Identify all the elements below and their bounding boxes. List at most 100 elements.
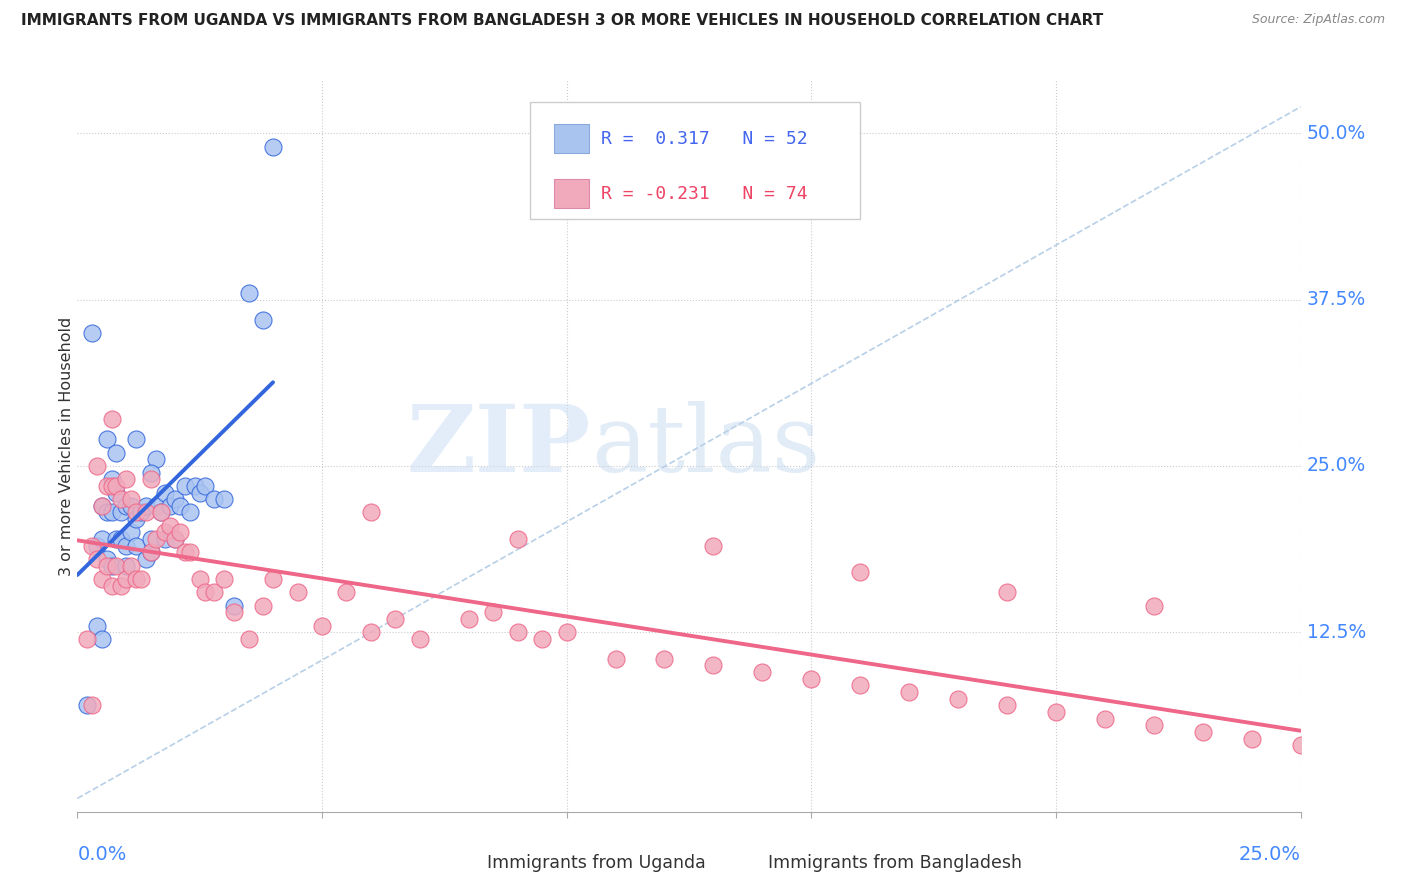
Point xyxy=(96,558,118,573)
Point xyxy=(155,525,177,540)
Text: 0.0%: 0.0% xyxy=(77,845,127,863)
Point xyxy=(482,605,505,619)
Point xyxy=(105,558,128,573)
Point xyxy=(120,558,142,573)
Point xyxy=(76,632,98,646)
Point xyxy=(96,552,118,566)
Point xyxy=(115,499,138,513)
Point xyxy=(1240,731,1263,746)
Point xyxy=(86,552,108,566)
Point xyxy=(129,506,152,520)
Point xyxy=(995,698,1018,713)
FancyBboxPatch shape xyxy=(530,103,860,219)
Point xyxy=(115,572,138,586)
Point xyxy=(120,525,142,540)
Text: 25.0%: 25.0% xyxy=(1306,457,1365,475)
Point xyxy=(139,466,162,480)
Point xyxy=(262,572,284,586)
Text: 25.0%: 25.0% xyxy=(1239,845,1301,863)
Point xyxy=(80,539,103,553)
Point xyxy=(238,286,260,301)
Point xyxy=(125,512,148,526)
Point xyxy=(193,585,215,599)
Point xyxy=(179,506,201,520)
Point xyxy=(849,566,872,580)
Point xyxy=(202,585,225,599)
Bar xyxy=(554,124,589,153)
Point xyxy=(149,506,172,520)
Point xyxy=(115,558,138,573)
Point xyxy=(1289,738,1312,752)
Point xyxy=(222,599,245,613)
Point xyxy=(86,458,108,473)
Point xyxy=(135,499,157,513)
Point xyxy=(80,698,103,713)
Point xyxy=(702,539,724,553)
Point xyxy=(506,625,529,640)
Point xyxy=(654,652,676,666)
Point xyxy=(202,492,225,507)
Point xyxy=(311,618,333,632)
Point xyxy=(169,499,191,513)
Point xyxy=(96,506,118,520)
Point xyxy=(457,612,479,626)
Point xyxy=(262,140,284,154)
Point xyxy=(1143,718,1166,732)
Point xyxy=(800,672,823,686)
Point xyxy=(115,472,138,486)
Point xyxy=(179,545,201,559)
Point xyxy=(174,479,197,493)
Point xyxy=(360,625,382,640)
Point xyxy=(120,492,142,507)
Point xyxy=(188,572,211,586)
Point xyxy=(702,658,724,673)
Point xyxy=(212,492,235,507)
Point xyxy=(100,479,122,493)
Point xyxy=(145,532,167,546)
Point xyxy=(360,506,382,520)
Point xyxy=(129,572,152,586)
Point xyxy=(96,479,118,493)
Point xyxy=(90,572,112,586)
Point xyxy=(335,585,357,599)
Point xyxy=(165,532,187,546)
Point xyxy=(1191,725,1213,739)
Point xyxy=(135,552,157,566)
Point xyxy=(90,499,112,513)
Point xyxy=(506,532,529,546)
Text: 37.5%: 37.5% xyxy=(1306,290,1365,310)
Point xyxy=(1143,599,1166,613)
Text: R = -0.231   N = 74: R = -0.231 N = 74 xyxy=(600,185,807,202)
Text: Immigrants from Bangladesh: Immigrants from Bangladesh xyxy=(769,854,1022,871)
Point xyxy=(145,452,167,467)
Point xyxy=(188,485,211,500)
Text: 50.0%: 50.0% xyxy=(1306,124,1365,143)
Point xyxy=(125,572,148,586)
Point xyxy=(139,532,162,546)
Point xyxy=(287,585,309,599)
Point xyxy=(252,312,274,326)
Point xyxy=(605,652,627,666)
Point xyxy=(90,532,112,546)
Point xyxy=(100,472,122,486)
Point xyxy=(105,479,128,493)
Point xyxy=(193,479,215,493)
Point xyxy=(1045,705,1067,719)
Text: 12.5%: 12.5% xyxy=(1306,623,1365,641)
Point xyxy=(222,605,245,619)
Point xyxy=(751,665,773,679)
Point xyxy=(86,539,108,553)
Point xyxy=(184,479,207,493)
Point xyxy=(110,492,132,507)
Point xyxy=(898,685,921,699)
Point xyxy=(125,506,148,520)
Point xyxy=(110,506,132,520)
Point xyxy=(115,539,138,553)
Point xyxy=(238,632,260,646)
Point xyxy=(946,691,969,706)
Point xyxy=(110,579,132,593)
Point xyxy=(149,506,172,520)
Point xyxy=(165,492,187,507)
Text: Source: ZipAtlas.com: Source: ZipAtlas.com xyxy=(1251,13,1385,27)
Point xyxy=(384,612,406,626)
